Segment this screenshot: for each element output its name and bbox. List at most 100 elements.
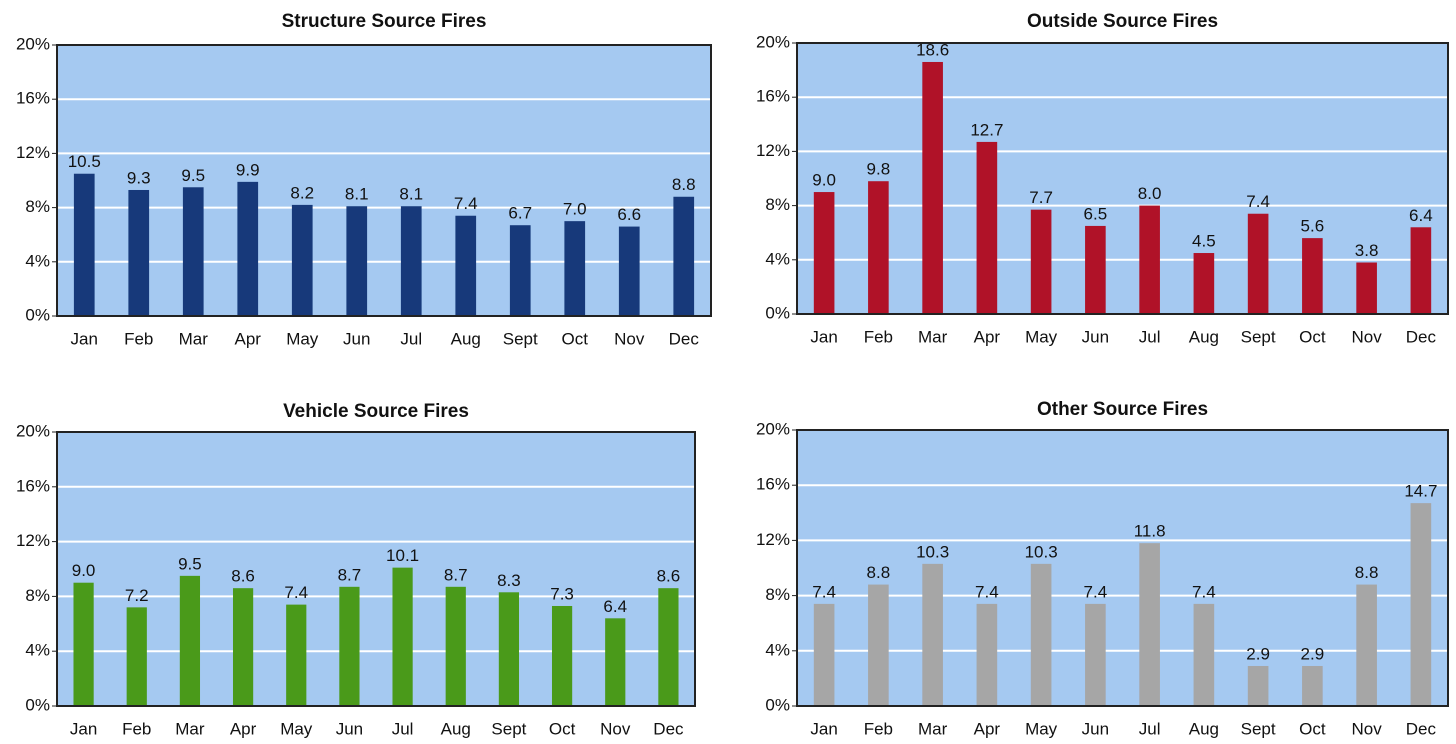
bar bbox=[605, 618, 626, 706]
y-tick-label: 0% bbox=[25, 695, 50, 714]
bar bbox=[1302, 665, 1323, 706]
plot-border bbox=[796, 42, 1449, 315]
x-tick-label: Nov bbox=[1352, 719, 1383, 738]
y-tick-label: 20% bbox=[16, 421, 50, 440]
bar bbox=[445, 586, 466, 706]
data-label: 9.8 bbox=[867, 160, 891, 179]
data-label: 9.3 bbox=[127, 168, 151, 187]
x-tick-label: Nov bbox=[1352, 327, 1383, 346]
x-tick-label: Jan bbox=[810, 719, 837, 738]
bar bbox=[179, 575, 201, 706]
data-label: 8.1 bbox=[399, 185, 423, 204]
y-tick-label: 20% bbox=[756, 419, 790, 438]
data-label: 9.0 bbox=[72, 561, 96, 580]
data-label: 6.5 bbox=[1084, 204, 1108, 223]
data-label: 7.2 bbox=[125, 586, 149, 605]
x-tick-label: Oct bbox=[1299, 327, 1326, 346]
x-tick-label: Nov bbox=[600, 719, 631, 738]
data-label: 10.3 bbox=[1025, 542, 1058, 561]
bar bbox=[1356, 584, 1377, 706]
x-tick-label: Apr bbox=[230, 719, 257, 738]
data-label: 6.6 bbox=[617, 205, 641, 224]
data-label: 9.9 bbox=[236, 160, 260, 179]
bar bbox=[286, 604, 307, 706]
bar bbox=[922, 563, 943, 706]
x-tick-label: Jan bbox=[71, 329, 98, 348]
x-tick-label: Mar bbox=[918, 719, 948, 738]
y-tick-label: 8% bbox=[765, 195, 790, 214]
bar bbox=[813, 603, 835, 706]
data-label: 7.4 bbox=[812, 582, 836, 601]
y-tick-label: 4% bbox=[765, 640, 790, 659]
x-tick-label: Sept bbox=[503, 329, 538, 348]
y-tick-label: 8% bbox=[25, 586, 50, 605]
x-tick-label: Feb bbox=[122, 719, 151, 738]
bar bbox=[1410, 503, 1432, 706]
data-label: 6.4 bbox=[1409, 206, 1433, 225]
data-label: 10.5 bbox=[68, 152, 101, 171]
x-tick-label: Sept bbox=[491, 719, 526, 738]
data-label: 3.8 bbox=[1355, 241, 1379, 260]
x-tick-label: Apr bbox=[974, 327, 1001, 346]
plot-border bbox=[56, 431, 696, 707]
x-tick-label: Mar bbox=[179, 329, 209, 348]
bar bbox=[509, 225, 531, 316]
bar bbox=[813, 192, 835, 314]
bar bbox=[1030, 209, 1052, 314]
data-label: 7.4 bbox=[454, 194, 478, 213]
bar bbox=[1193, 253, 1215, 314]
bar bbox=[922, 61, 943, 314]
data-label: 7.7 bbox=[1029, 188, 1053, 207]
plot-area bbox=[797, 430, 1448, 706]
x-tick-label: Aug bbox=[441, 719, 471, 738]
x-tick-label: May bbox=[1025, 719, 1058, 738]
data-label: 8.3 bbox=[497, 571, 521, 590]
data-label: 8.8 bbox=[672, 175, 696, 194]
x-tick-label: Oct bbox=[562, 329, 589, 348]
x-tick-label: Aug bbox=[451, 329, 481, 348]
x-tick-label: Dec bbox=[653, 719, 684, 738]
bar bbox=[73, 582, 94, 706]
x-tick-label: Feb bbox=[864, 719, 893, 738]
x-tick-label: Jul bbox=[1139, 719, 1161, 738]
data-label: 8.6 bbox=[231, 567, 255, 586]
data-label: 8.1 bbox=[345, 185, 369, 204]
x-tick-label: Jan bbox=[810, 327, 837, 346]
x-tick-label: Jul bbox=[400, 329, 422, 348]
y-tick-label: 4% bbox=[25, 641, 50, 660]
data-label: 6.4 bbox=[603, 597, 627, 616]
y-tick-label: 0% bbox=[765, 695, 790, 714]
x-tick-label: Aug bbox=[1189, 327, 1219, 346]
y-tick-label: 20% bbox=[16, 34, 50, 53]
x-tick-label: Feb bbox=[864, 327, 893, 346]
y-tick-label: 4% bbox=[25, 251, 50, 270]
data-label: 8.2 bbox=[290, 183, 314, 202]
bar bbox=[1193, 603, 1215, 706]
bar bbox=[182, 187, 204, 316]
data-label: 7.4 bbox=[1246, 192, 1270, 211]
y-tick-label: 16% bbox=[16, 476, 50, 495]
x-tick-label: Jun bbox=[336, 719, 363, 738]
bar bbox=[237, 181, 259, 316]
x-tick-label: Jul bbox=[392, 719, 414, 738]
data-label: 9.5 bbox=[178, 554, 202, 573]
bar bbox=[976, 141, 998, 314]
x-tick-label: Nov bbox=[614, 329, 645, 348]
y-tick-label: 16% bbox=[756, 475, 790, 494]
data-label: 6.7 bbox=[508, 204, 532, 223]
x-tick-label: Sept bbox=[1241, 327, 1276, 346]
bar bbox=[1139, 543, 1160, 706]
y-tick-label: 12% bbox=[16, 531, 50, 550]
x-tick-label: Sept bbox=[1241, 719, 1276, 738]
data-label: 7.4 bbox=[1192, 582, 1216, 601]
data-label: 12.7 bbox=[970, 120, 1003, 139]
data-label: 7.0 bbox=[563, 200, 587, 219]
bar bbox=[1139, 205, 1160, 314]
x-tick-label: Mar bbox=[175, 719, 205, 738]
x-tick-label: Aug bbox=[1189, 719, 1219, 738]
bar bbox=[868, 181, 889, 314]
data-label: 8.7 bbox=[338, 565, 362, 584]
bar bbox=[346, 206, 368, 316]
data-label: 5.6 bbox=[1301, 217, 1325, 236]
